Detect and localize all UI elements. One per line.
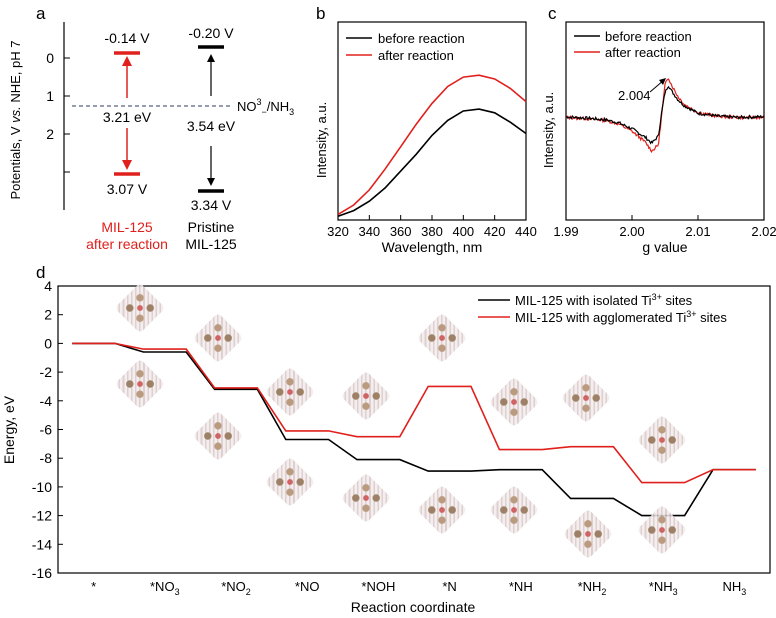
legend-d-isolated-sup: 3+ — [652, 292, 662, 302]
legend-c-before: before reaction — [605, 29, 692, 44]
panel-c-lines — [565, 78, 765, 154]
panel-b-xtick-label: 360 — [390, 224, 412, 239]
panel-d-xlabel: Reaction coordinate — [351, 599, 476, 615]
panel-b-xtick-label: 420 — [484, 224, 506, 239]
panel-c-annotation: 2.004 — [618, 88, 651, 103]
panel-d-ytick-label: -12 — [32, 508, 52, 524]
panel-label-c: c — [548, 4, 557, 23]
panel-a-ylabel: Potentials, V vs. NHE, pH 7 — [8, 41, 23, 200]
panel-d-xtick-label: NH3 — [723, 579, 747, 597]
pristine-cb-label: -0.20 V — [188, 25, 234, 41]
panel-d-xtick-label: * — [91, 579, 96, 594]
panel-d-ticks: 4 2 0 -2 -4 -6 -8 -10 -12 -14 -16 * *NO3 *NO2 *NO *NOH *… — [32, 278, 747, 597]
panel-label-d: d — [36, 263, 45, 282]
panel-c-xlabel: g value — [642, 239, 687, 255]
panel-b-xtick-label: 400 — [452, 224, 474, 239]
panel-c-series-line — [565, 78, 765, 154]
panel-b-ticks: 320 340 360 380 400 420 440 — [327, 215, 537, 239]
panel-d-xtick-label: *N — [442, 579, 456, 594]
panel-c-xtick-label: 2.02 — [751, 224, 776, 239]
panel-d: 4 2 0 -2 -4 -6 -8 -10 -12 -14 -16 * *NO3 *NO2 *NO *NOH *… — [1, 278, 771, 615]
pristine-vb-label: 3.34 V — [191, 197, 232, 213]
panel-d-ytick-label: 2 — [44, 307, 52, 323]
panel-c-ticks: 1.99 2.00 2.01 2.02 — [553, 215, 776, 239]
panel-c-annotation-arrow-head — [659, 78, 666, 85]
legend-d-agglomerated-main: MIL-125 with agglomerated Ti — [515, 310, 686, 325]
legend-d-isolated: MIL-125 with isolated Ti3+ sites — [515, 292, 693, 308]
legend-b-after: after reaction — [378, 48, 454, 63]
panel-d-xtick-label: *NO3 — [150, 579, 180, 597]
panel-b-lines — [337, 74, 527, 217]
panel-b: 320 340 360 380 400 420 440 before reaction af… — [314, 21, 537, 255]
panel-d-ytick-label: 0 — [44, 335, 52, 351]
panel-b-xtick-label: 340 — [358, 224, 380, 239]
panel-c-xtick-label: 2.00 — [619, 224, 644, 239]
pristine-gap-label: 3.54 eV — [187, 118, 236, 134]
panel-label-a: a — [36, 4, 46, 23]
panel-label-b: b — [316, 4, 325, 23]
panel-d-ytick-label: -10 — [32, 479, 52, 495]
after-name-2: after reaction — [86, 236, 168, 252]
panel-b-xtick-label: 380 — [421, 224, 443, 239]
panel-d-xtick-label: *NO2 — [221, 579, 251, 597]
panel-c-xtick-label: 2.01 — [685, 224, 710, 239]
panel-d-ytick-label: -2 — [40, 364, 53, 380]
panel-b-series-line — [337, 74, 527, 216]
panel-b-xtick-label: 440 — [515, 224, 537, 239]
legend-c-after: after reaction — [605, 45, 681, 60]
panel-c-frame — [565, 21, 765, 221]
panel-b-xlabel: Wavelength, nm — [382, 239, 483, 255]
after-name-1: MIL-125 — [101, 219, 153, 235]
pristine-name-1: Pristine — [188, 219, 235, 235]
after-cb-label: -0.14 V — [104, 30, 150, 46]
panel-d-ytick-label: -4 — [40, 393, 53, 409]
pristine-arrow-down-head — [207, 178, 215, 186]
panel-a-ytick-label-1: 1 — [46, 88, 54, 104]
panel-d-series-line — [72, 342, 756, 517]
panel-a-ytick-label-0: 0 — [46, 50, 54, 66]
panel-d-ytick-label: -8 — [40, 450, 53, 466]
after-gap-label: 3.21 eV — [103, 109, 152, 125]
legend-b-before: before reaction — [378, 31, 465, 46]
legend-d-isolated-tail: sites — [662, 293, 693, 308]
panel-d-xtick-label: *NH2 — [578, 579, 607, 597]
redox-level-label: NO3−/NH3 — [237, 97, 294, 117]
panel-d-ytick-label: -16 — [32, 565, 52, 581]
panel-d-ytick-label: -14 — [32, 536, 52, 552]
panel-c: 1.99 2.00 2.01 2.02 before reaction after r… — [541, 21, 776, 255]
panel-b-ylabel: Intensity, a.u. — [314, 102, 329, 178]
panel-c-series-line — [565, 85, 765, 145]
panel-d-ytick-label: -6 — [40, 422, 53, 438]
panel-b-series-line — [337, 108, 527, 217]
after-arrow-down-head — [122, 160, 132, 170]
panel-d-ytick-label: 4 — [44, 278, 52, 294]
panel-d-ylabel: Energy, eV — [1, 395, 17, 464]
after-vb-label: 3.07 V — [107, 181, 148, 197]
after-arrow-up-head — [122, 56, 132, 66]
legend-d-agglomerated-sup: 3+ — [686, 309, 696, 319]
panel-a-ytick-label-2: 2 — [46, 126, 54, 142]
panel-d-xtick-label: *NH3 — [649, 579, 678, 597]
panel-d-xtick-label: *NO — [295, 579, 320, 594]
panel-d-lines — [72, 342, 756, 517]
pristine-arrow-up-head — [207, 54, 215, 62]
pristine-name-2: MIL-125 — [185, 236, 237, 252]
panel-b-xtick-label: 320 — [327, 224, 349, 239]
legend-d-agglomerated-tail: sites — [697, 310, 728, 325]
panel-c-ylabel: Intensity, a.u. — [541, 92, 556, 168]
legend-d-agglomerated: MIL-125 with agglomerated Ti3+ sites — [515, 309, 727, 325]
panel-c-xtick-label: 1.99 — [553, 224, 578, 239]
panel-d-xtick-label: *NOH — [361, 579, 395, 594]
legend-d-isolated-main: MIL-125 with isolated Ti — [515, 293, 652, 308]
panel-d-xtick-label: *NH — [509, 579, 533, 594]
panel-d-series-line — [72, 342, 756, 484]
panel-a: 0 1 2 Potentials, V vs. NHE, pH 7 NO3−/N… — [8, 22, 294, 252]
